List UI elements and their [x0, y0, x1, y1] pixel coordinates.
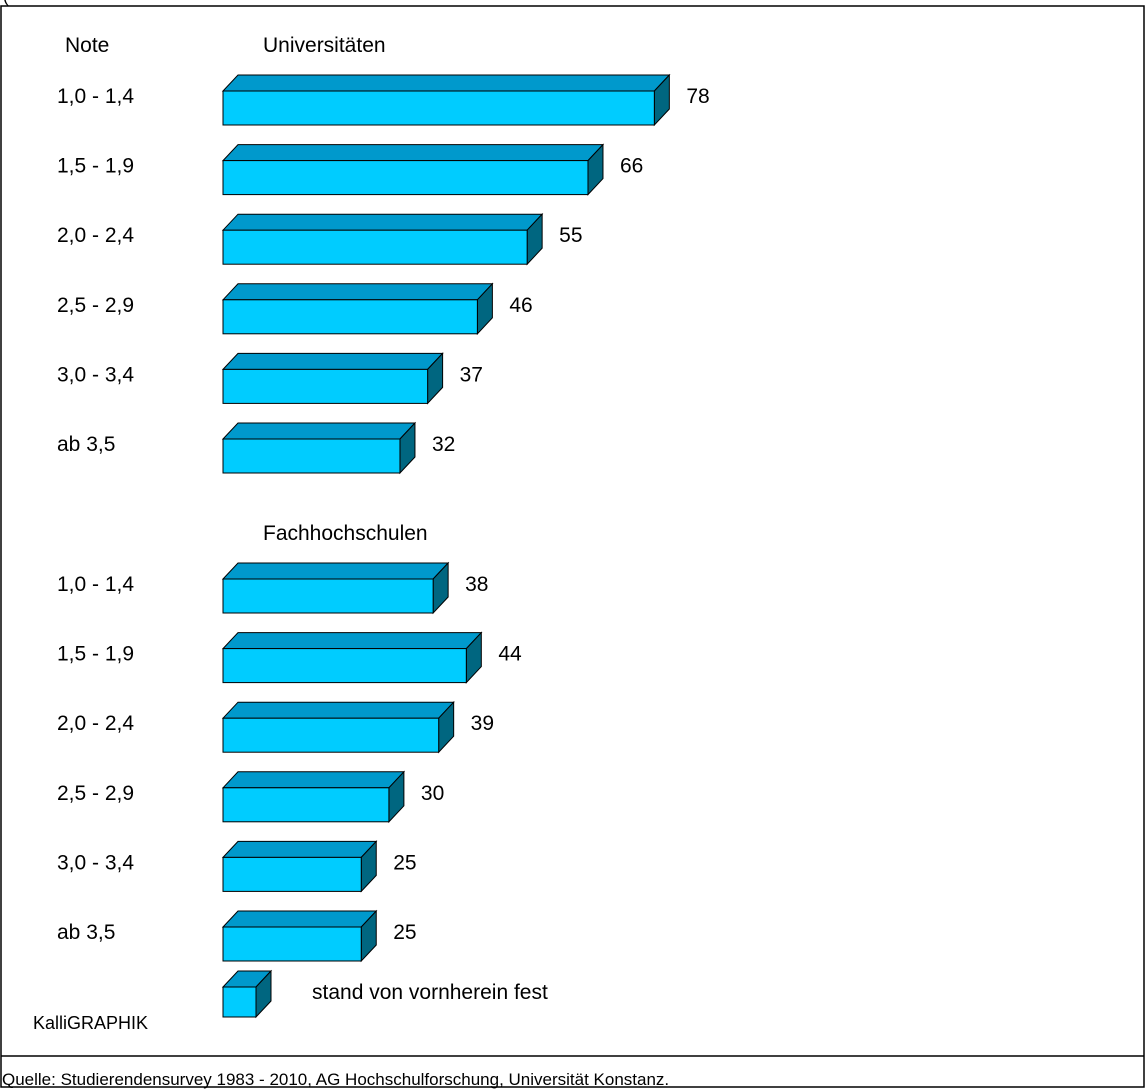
bar-top [221, 144, 605, 162]
data-label: 30 [421, 782, 444, 805]
bars-layer: Universitäten 1,0 - 1,4 78 1,5 - 1,9 66 2,0 -… [57, 34, 710, 963]
bar [221, 909, 378, 963]
bar [221, 73, 671, 127]
data-label: 46 [509, 294, 532, 317]
bar-front [222, 856, 362, 892]
bar-front [222, 648, 467, 684]
bar-front [222, 368, 429, 404]
group-title: Universitäten [263, 34, 386, 57]
data-label: 39 [471, 712, 494, 735]
brand-label: KalliGRAPHIK [33, 1013, 148, 1033]
header-partial: ( [3, 0, 9, 6]
category-label: 1,5 - 1,9 [57, 643, 134, 666]
category-label: 2,0 - 2,4 [57, 712, 134, 735]
bar-top [221, 910, 378, 928]
bar-front [222, 90, 655, 126]
group-title: Fachhochschulen [263, 522, 428, 545]
data-label: 25 [393, 921, 416, 944]
source-note: Quelle: Studierendensurvey 1983 - 2010, … [2, 1070, 669, 1089]
bar-top [221, 422, 417, 440]
bar-front [222, 717, 440, 753]
bar [221, 770, 406, 824]
category-label: 3,0 - 3,4 [57, 851, 134, 874]
bar-top [221, 632, 483, 650]
bar-front [222, 578, 434, 614]
bar [221, 212, 544, 266]
data-label: 25 [393, 851, 416, 874]
data-label: 66 [620, 155, 643, 178]
category-label: 1,0 - 1,4 [57, 85, 134, 108]
bar-top [221, 352, 444, 370]
data-label: 32 [432, 433, 455, 456]
bar-top [221, 771, 406, 789]
bar-front [222, 299, 478, 335]
data-label: 38 [465, 573, 488, 596]
bar-group-1: Universitäten 1,0 - 1,4 78 1,5 - 1,9 66 2,0 -… [57, 34, 710, 475]
bar [221, 421, 417, 475]
bar-group-2: Fachhochschulen 1,0 - 1,4 38 1,5 - 1,9 44 2,0… [57, 522, 522, 963]
bar-top [221, 701, 455, 719]
category-label: ab 3,5 [57, 433, 115, 456]
bar [221, 282, 494, 336]
category-label: 2,5 - 2,9 [57, 294, 134, 317]
bar [221, 561, 450, 615]
legend-swatch [221, 969, 273, 1019]
category-label: 1,5 - 1,9 [57, 155, 134, 178]
bar-top [221, 213, 544, 231]
bar [221, 352, 444, 405]
bar [221, 143, 605, 196]
category-label: 2,0 - 2,4 [57, 224, 134, 247]
category-label: ab 3,5 [57, 921, 115, 944]
bar [221, 840, 378, 893]
data-label: 37 [460, 363, 483, 386]
legend-label: stand von vornherein fest [312, 981, 548, 1004]
legend: stand von vornherein fest [221, 969, 548, 1019]
column-header: Note [65, 34, 109, 57]
bar-top [221, 283, 494, 301]
category-label: 1,0 - 1,4 [57, 573, 134, 596]
data-label: 55 [559, 224, 582, 247]
category-label: 2,5 - 2,9 [57, 782, 134, 805]
bar-front [222, 787, 390, 823]
category-label: 3,0 - 3,4 [57, 363, 134, 386]
bar-top [221, 562, 450, 580]
bar-front [222, 438, 401, 474]
legend-swatch-front [222, 986, 257, 1018]
bar [221, 700, 455, 754]
bar-front [222, 926, 362, 962]
data-label: 44 [498, 643, 522, 666]
data-label: 78 [686, 85, 709, 108]
bar-top [221, 840, 378, 858]
bar-top [221, 74, 671, 92]
bar-front [222, 160, 589, 196]
bar-front [222, 229, 528, 265]
bar [221, 631, 483, 684]
